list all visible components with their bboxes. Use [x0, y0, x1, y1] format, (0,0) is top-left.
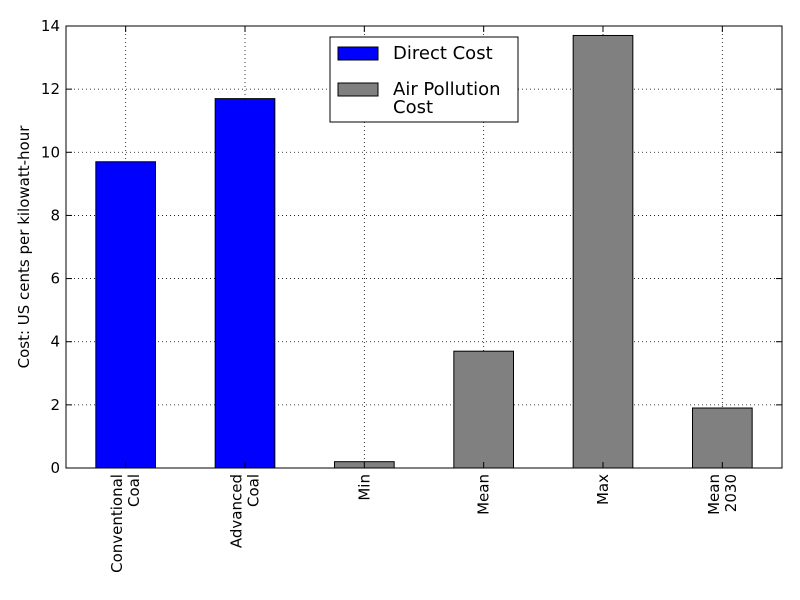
legend-swatch — [337, 82, 379, 97]
legend-entry-label: Cost — [393, 97, 433, 118]
x-tick-label-line: Mean — [705, 474, 723, 515]
bar — [95, 161, 157, 469]
x-tick-label: Min — [355, 474, 373, 501]
x-tick-label: Conventional Coal — [108, 474, 143, 573]
y-tick-label: 2 — [50, 396, 60, 414]
plot-area-frame — [65, 25, 783, 469]
bar — [692, 407, 753, 469]
x-tick-label-line: Conventional — [108, 474, 126, 573]
x-tick-label-line: Min — [355, 474, 373, 501]
x-axis-ticks: Conventional Coal Advanced Coal Min Mean Max Me… — [108, 26, 740, 573]
x-tick-label-line: 2030 — [722, 474, 740, 512]
x-tick-label-line: Advanced — [228, 474, 246, 548]
y-tick-label: 12 — [41, 80, 60, 98]
legend-entry-label: Direct Cost — [393, 43, 493, 64]
x-tick-label: Advanced Coal — [228, 474, 263, 548]
legend-swatch — [337, 46, 379, 61]
y-axis-ticks: 0 2 4 6 8 10 12 14 — [41, 17, 782, 477]
x-tick-label-line: Coal — [125, 474, 143, 507]
legend-box — [329, 36, 519, 123]
y-axis-label: Cost: US cents per kilowatt-hour — [15, 125, 33, 369]
y-tick-label: 10 — [41, 143, 60, 161]
x-tick-label: Mean — [475, 474, 493, 515]
y-tick-label: 14 — [41, 17, 60, 35]
y-tick-label: 0 — [50, 459, 60, 477]
bars — [95, 34, 753, 469]
x-tick-label: Mean 2030 — [705, 474, 740, 515]
bar — [453, 350, 515, 469]
x-tick-label-line: Mean — [475, 474, 493, 515]
y-tick-label: 8 — [50, 206, 60, 224]
x-tick-label: Max — [594, 474, 612, 505]
legend-entry-label: Air Pollution — [393, 79, 501, 100]
bar — [214, 98, 276, 469]
bar — [572, 34, 634, 469]
x-tick-label-line: Max — [594, 474, 612, 505]
y-tick-label: 6 — [50, 270, 60, 288]
x-tick-label-line: Coal — [245, 474, 263, 507]
y-tick-label: 4 — [50, 333, 60, 351]
